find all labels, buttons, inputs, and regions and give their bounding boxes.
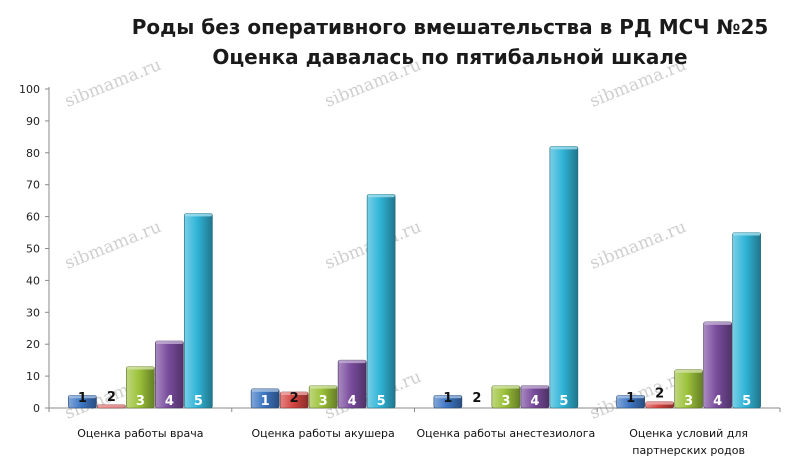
bar-top-highlight [309,385,337,389]
y-tick-label: 40 [26,274,40,287]
bar-series-label: 5 [377,394,386,409]
bar-series-label: 4 [530,394,539,409]
axes: 0 10 20 30 40 50 60 70 80 90 100 [19,83,781,415]
bar-series-label: 4 [713,394,722,409]
bar-series-label: 2 [655,387,664,402]
bar-labels: 1 2 3 4 5 1 2 3 4 5 1 2 3 4 5 1 2 3 4 5 [78,387,751,409]
y-tick-label: 30 [26,306,40,319]
bars [68,146,761,409]
bar [366,193,396,409]
y-tick-label: 50 [26,243,40,256]
bar-series-label: 1 [78,391,87,406]
bar-top-highlight [675,369,703,373]
bar-series-label: 3 [319,394,328,409]
bar-series-label: 5 [194,394,203,409]
bar-top-highlight [646,401,674,405]
watermark-text: sibmama.ru [62,55,164,112]
bar-top-highlight [733,232,761,236]
bar-series-label: 2 [107,390,116,405]
bar-series-label: 4 [165,394,174,409]
category-label: Оценка работы акушера [251,427,394,440]
bar-top-highlight [280,392,308,396]
bar-top-highlight [434,395,462,399]
bar-top-highlight [492,385,520,389]
y-tick-label: 100 [19,83,40,96]
bar-series-label: 4 [348,394,357,409]
watermark-text: sibmama.ru [587,217,689,274]
bar-top-highlight [704,321,732,325]
y-tick-label: 20 [26,338,40,351]
bar-top-highlight [338,360,366,364]
bar [549,146,579,409]
bar-top-highlight [126,366,154,370]
bar-series-label: 5 [742,394,751,409]
bar-series-label: 3 [501,394,510,409]
bar-series-label: 2 [472,391,481,406]
y-tick-label: 90 [26,115,40,128]
chart-title-line-2: Оценка давалась по пятибальной шкале [212,45,687,69]
bar-series-label: 1 [261,394,270,409]
y-tick-label: 80 [26,147,40,160]
bar-top-highlight [184,213,212,217]
bar-top-highlight [155,341,183,345]
bar-top-highlight [68,395,96,399]
bar-top-highlight [550,146,578,150]
category-label: партнерских родов [632,444,745,457]
watermark-text: sibmama.ru [62,217,164,274]
bar-series-label: 3 [136,394,145,409]
bar-top-highlight [251,388,279,392]
bar-top-highlight [97,404,125,408]
bar [732,232,761,409]
y-tick-label: 10 [26,370,40,383]
bar-series-label: 2 [290,391,299,406]
chart-title-line-1: Роды без оперативного вмешательства в РД… [132,15,769,39]
bar-top-highlight [617,395,645,399]
bar-top-highlight [367,194,395,198]
category-label: Оценка работы анестезиолога [417,427,596,440]
bar [184,213,213,409]
y-tick-label: 60 [26,211,40,224]
category-label: Оценка работы врача [77,427,203,440]
bar-series-label: 5 [559,394,568,409]
y-tick-label: 70 [26,179,40,192]
category-labels: Оценка работы врача Оценка работы акушера… [77,427,748,457]
bar-series-label: 1 [626,391,635,406]
bar-top-highlight [521,385,549,389]
bar-series-label: 1 [443,391,452,406]
bar-series-label: 3 [684,394,693,409]
category-label: Оценка условий для [629,427,748,440]
y-tick-label: 0 [33,402,40,415]
chart-title: Роды без оперативного вмешательства в РД… [132,15,769,69]
